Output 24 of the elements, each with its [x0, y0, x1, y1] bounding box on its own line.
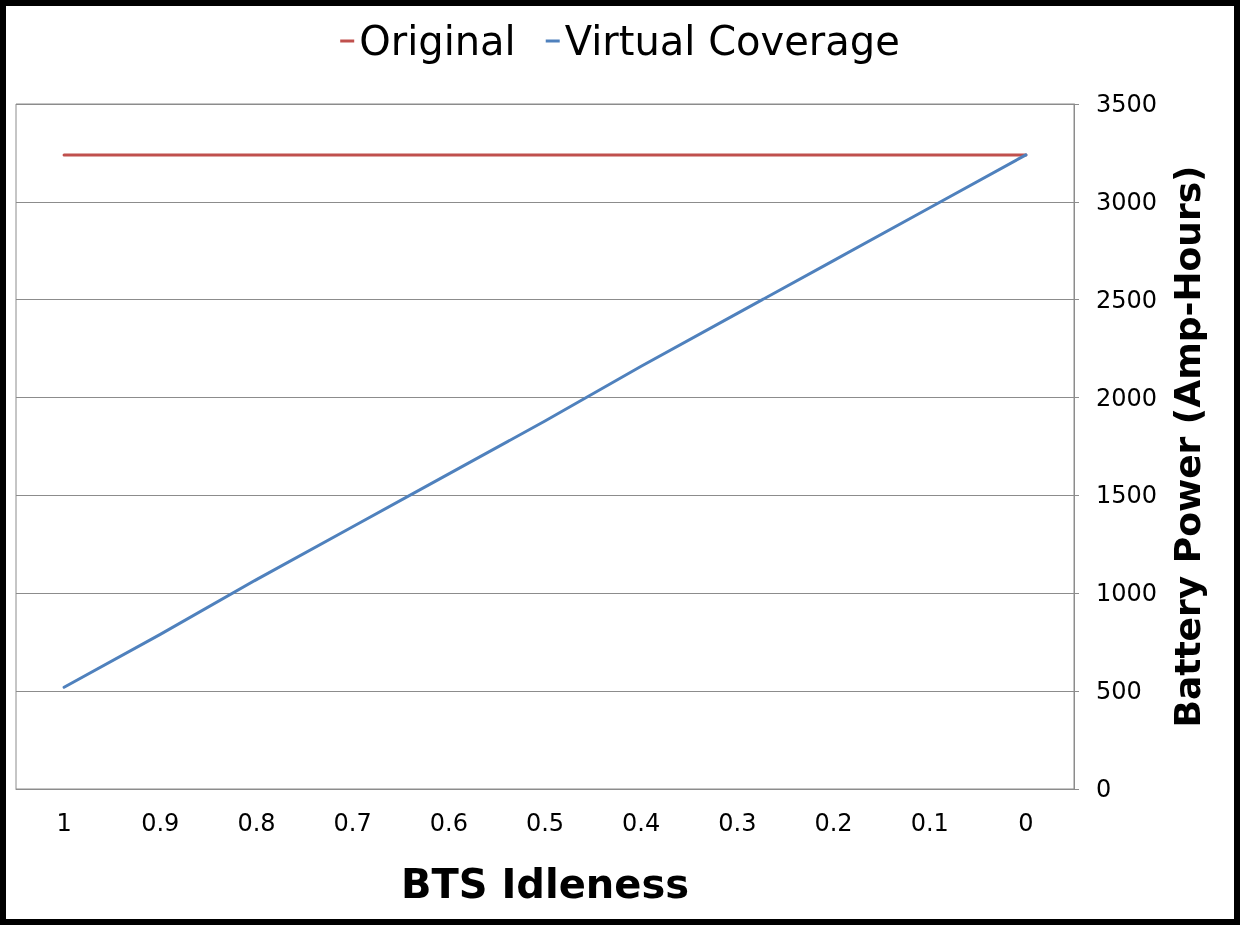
line-series	[62, 153, 1028, 689]
y-axis-title: Battery Power (Amp-Hours)	[1166, 165, 1208, 728]
y-tick-label: 3500	[1096, 90, 1158, 118]
y-tick-label: 2500	[1096, 285, 1158, 314]
x-tick-label: 0.4	[622, 809, 661, 837]
y-tick-label: 500	[1096, 677, 1142, 706]
x-tick-label: 0.1	[910, 809, 949, 837]
x-tick-label: 0.9	[141, 809, 180, 837]
y-tick-label: 1500	[1096, 481, 1158, 510]
x-tick-label: 0.2	[814, 809, 853, 837]
x-axis-title: BTS Idleness	[400, 861, 690, 907]
legend-label: Original	[359, 18, 516, 64]
x-tick-label: 0	[1018, 809, 1034, 837]
x-tick-label: 1	[56, 809, 72, 837]
x-tick-label: 0.5	[525, 809, 565, 837]
x-tick-label: 0.6	[429, 809, 468, 837]
x-tick-label: 0.3	[718, 809, 757, 837]
y-tick-label: 3000	[1096, 187, 1158, 216]
x-tick-label: 0.8	[237, 809, 276, 837]
y-tick-label: 1000	[1096, 579, 1158, 608]
x-tick-label: 0.7	[333, 809, 372, 837]
legend-label: Virtual Coverage	[564, 18, 900, 64]
y-tick-label: 2000	[1096, 383, 1158, 412]
y-tick-label: 0	[1096, 775, 1112, 803]
